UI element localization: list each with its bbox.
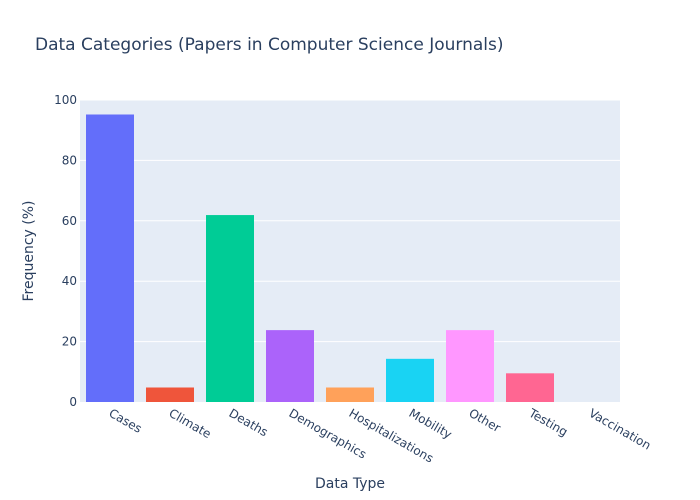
y-tick-label: 80: [62, 153, 77, 167]
bars: [86, 114, 554, 402]
bar-deaths: [206, 215, 254, 402]
plot-area: [80, 100, 620, 402]
y-tick-label: 40: [62, 274, 77, 288]
x-axis-title: Data Type: [315, 476, 385, 492]
x-tick-label: Mobility: [407, 406, 455, 442]
bar-other: [446, 330, 494, 402]
x-tick-label: Deaths: [227, 406, 271, 439]
x-tick-label: Cases: [107, 406, 145, 436]
bar-cases: [86, 114, 134, 402]
bar-demographics: [266, 330, 314, 402]
bar-mobility: [386, 358, 434, 402]
x-tick-label: Vaccination: [587, 406, 654, 453]
x-tick-label: Climate: [167, 406, 214, 441]
y-axis-title: Frequency (%): [21, 200, 37, 301]
y-tick-label: 0: [69, 395, 77, 409]
y-tick-label: 100: [54, 93, 77, 107]
y-tick-label: 60: [62, 214, 77, 228]
chart-title: Data Categories (Papers in Computer Scie…: [35, 35, 503, 55]
y-gridlines: [80, 99, 620, 343]
bar-climate: [146, 387, 194, 402]
y-tick-label: 20: [62, 335, 77, 349]
bar-testing: [506, 373, 554, 402]
bar-hospitalizations: [326, 387, 374, 402]
x-tick-label: Testing: [526, 405, 570, 439]
x-axis-ticks: Cases Climate Deaths DemographicsHospitaliz…: [107, 405, 654, 465]
y-axis-ticks: 0 20 40 60 80 100: [54, 93, 77, 409]
x-tick-label: Other: [467, 406, 504, 435]
